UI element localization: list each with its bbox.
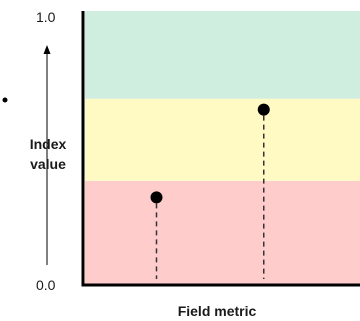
drop-lines (155, 115, 265, 279)
y-axis-label-line2: value (30, 156, 66, 172)
y-tick-bottom: 0.0 (36, 277, 56, 293)
y-axis-label-line1: Index (30, 136, 67, 152)
band-1 (85, 98, 360, 181)
data-points (150, 103, 270, 204)
background-bands (85, 11, 360, 285)
data-point-0 (150, 191, 163, 204)
y-tick-top: 1.0 (36, 9, 56, 25)
x-axis-label: Field metric (178, 303, 257, 319)
band-2 (85, 11, 360, 99)
left-bullet (2, 97, 8, 103)
y-axis-arrow (43, 45, 51, 265)
data-point-1 (257, 103, 270, 116)
band-0 (85, 180, 360, 285)
